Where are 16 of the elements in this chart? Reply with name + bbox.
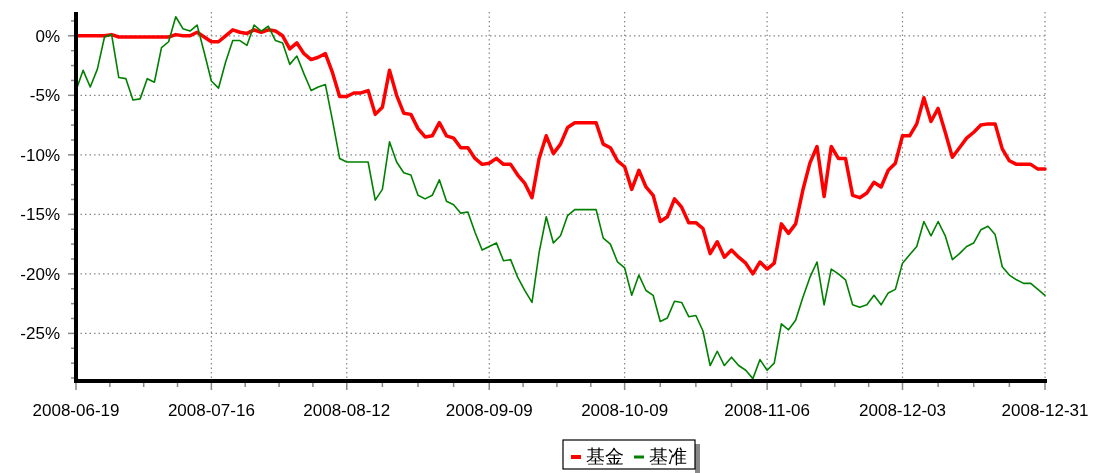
y-tick-label: 0% [35, 26, 60, 46]
y-tick-label: -5% [29, 86, 60, 106]
y-tick-label: -20% [20, 264, 60, 284]
x-tick-label: 2008-12-03 [859, 401, 946, 420]
legend-label: 基金 [586, 446, 624, 467]
y-tick-label: -15% [20, 205, 60, 225]
legend-label: 基准 [649, 446, 687, 467]
x-tick-label: 2008-06-19 [32, 401, 120, 420]
x-tick-label: 2008-12-31 [1001, 401, 1089, 420]
y-tick-label: -25% [20, 324, 60, 344]
y-tick-label: -10% [20, 145, 60, 165]
x-tick-label: 2008-11-06 [724, 401, 810, 420]
x-tick-label: 2008-09-09 [445, 401, 533, 420]
x-tick-label: 2008-07-16 [167, 401, 255, 420]
x-tick-label: 2008-10-09 [581, 401, 669, 420]
x-tick-label: 2008-08-12 [303, 401, 391, 420]
